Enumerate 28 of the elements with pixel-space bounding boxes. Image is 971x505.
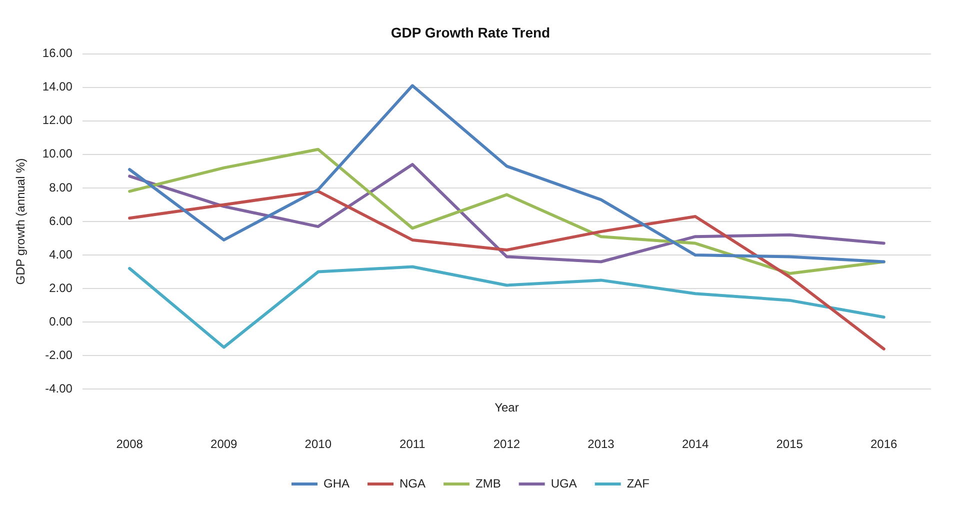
y-tick-label: -4.00 [45,382,73,396]
y-tick-label: 12.00 [42,113,73,128]
legend-label: ZMB [476,476,501,490]
x-tick-label: 2009 [210,437,238,452]
x-tick-label: 2008 [116,437,144,452]
y-tick-label: 2.00 [49,280,73,295]
y-tick-label: 10.00 [42,146,73,161]
y-axis-title: GDP growth (annual %) [14,158,28,285]
y-tick-label: -2.00 [45,348,73,362]
x-tick-label: 2014 [682,437,709,452]
chart-title: GDP Growth Rate Trend [390,24,550,40]
y-tick-label: 4.00 [49,247,73,262]
x-tick-label: 2016 [870,437,898,452]
x-tick-label: 2011 [400,437,426,452]
legend-label: ZAF [626,476,650,490]
x-tick-label: 2010 [304,437,332,452]
x-tick-label: 2012 [493,437,520,452]
x-tick-label: 2015 [776,437,804,452]
y-tick-label: 16.00 [42,46,73,60]
y-tick-label: 14.00 [42,80,73,94]
y-tick-label: 8.00 [49,180,73,194]
x-axis-title: Year [494,400,519,415]
legend-label: UGA [550,476,577,490]
x-tick-label: 2013 [588,437,615,452]
legend-label: NGA [400,476,426,490]
legend-label: GHA [323,476,350,490]
y-tick-label: 0.00 [49,314,73,328]
y-tick-label: 6.00 [49,214,73,228]
